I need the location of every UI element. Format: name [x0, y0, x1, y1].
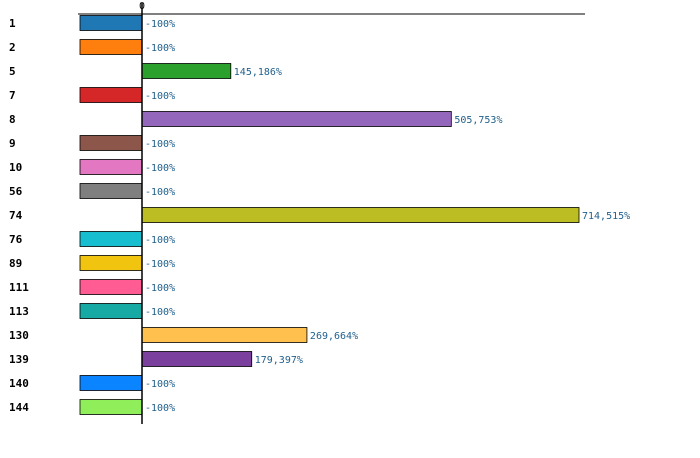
category-label: 74: [9, 209, 23, 222]
value-label: -100%: [145, 43, 175, 54]
value-label: -100%: [145, 259, 175, 270]
bars-group: 1 -100% 2 -100% 5 145,186% 7 -100% 8 505,753% 9 -10…: [9, 15, 630, 415]
category-label: 56: [9, 185, 23, 198]
value-label: -100%: [145, 283, 175, 294]
category-label: 89: [9, 257, 22, 270]
category-label: 1: [9, 17, 16, 30]
bar: [79, 183, 143, 199]
category-label: 144: [9, 401, 29, 414]
bar: [141, 63, 232, 79]
category-label: 8: [9, 113, 16, 126]
value-label: 714,515%: [582, 211, 630, 222]
bar: [79, 279, 143, 295]
bar: [79, 255, 143, 271]
bar: [141, 351, 253, 367]
category-label: 111: [9, 281, 29, 294]
value-label: -100%: [145, 307, 175, 318]
bar: [79, 159, 143, 175]
value-label: -100%: [145, 235, 175, 246]
category-label: 140: [9, 377, 29, 390]
value-label: 179,397%: [255, 355, 303, 366]
value-label: -100%: [145, 403, 175, 414]
value-label: 269,664%: [310, 331, 358, 342]
value-label: -100%: [145, 91, 175, 102]
value-label: -100%: [145, 19, 175, 30]
value-label: -100%: [145, 187, 175, 198]
category-label: 130: [9, 329, 29, 342]
category-label: 5: [9, 65, 16, 78]
bar: [141, 111, 452, 127]
category-label: 7: [9, 89, 16, 102]
bar: [79, 231, 143, 247]
bar: [79, 303, 143, 319]
value-label: 145,186%: [234, 67, 282, 78]
bar: [79, 375, 143, 391]
category-label: 9: [9, 137, 16, 150]
bar: [79, 135, 143, 151]
category-label: 10: [9, 161, 22, 174]
bar: [79, 15, 143, 31]
bar: [79, 39, 143, 55]
value-label: -100%: [145, 379, 175, 390]
value-label: 505,753%: [454, 115, 502, 126]
value-label: -100%: [145, 163, 175, 174]
category-label: 2: [9, 41, 16, 54]
bar: [141, 207, 580, 223]
category-label: 76: [9, 233, 23, 246]
bar: [79, 87, 143, 103]
category-label: 113: [9, 305, 29, 318]
value-label: -100%: [145, 139, 175, 150]
bar: [79, 399, 143, 415]
bar: [141, 327, 308, 343]
category-label: 139: [9, 353, 29, 366]
